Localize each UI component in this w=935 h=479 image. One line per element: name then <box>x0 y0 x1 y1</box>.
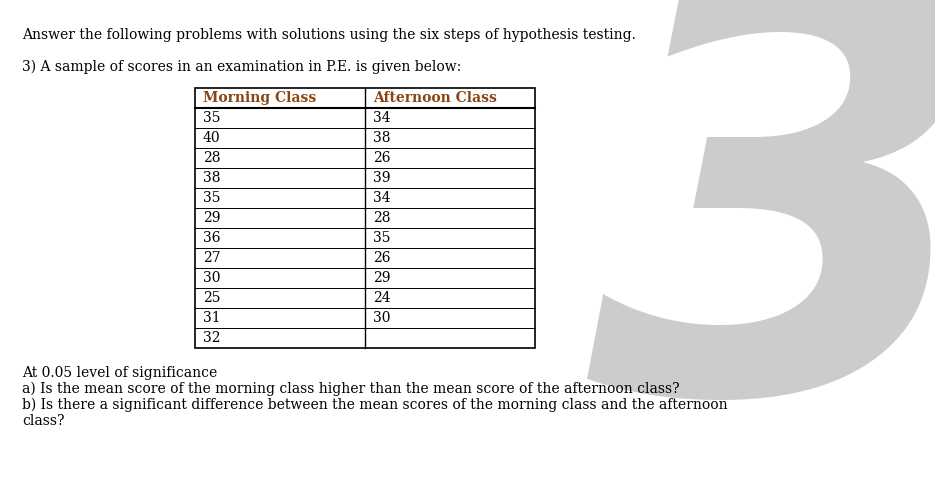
Text: 26: 26 <box>373 251 391 265</box>
Text: 27: 27 <box>203 251 221 265</box>
Text: 24: 24 <box>373 291 391 305</box>
Text: 35: 35 <box>203 191 221 205</box>
Text: At 0.05 level of significance: At 0.05 level of significance <box>22 366 217 380</box>
Text: 30: 30 <box>373 311 391 325</box>
Text: class?: class? <box>22 414 65 428</box>
Text: Answer the following problems with solutions using the six steps of hypothesis t: Answer the following problems with solut… <box>22 28 636 42</box>
Text: a) Is the mean score of the morning class higher than the mean score of the afte: a) Is the mean score of the morning clas… <box>22 382 680 397</box>
Text: 32: 32 <box>203 331 221 345</box>
Bar <box>195 88 535 348</box>
Text: 28: 28 <box>373 211 391 225</box>
Text: 3) A sample of scores in an examination in P.E. is given below:: 3) A sample of scores in an examination … <box>22 60 461 74</box>
Text: 35: 35 <box>203 111 221 125</box>
Text: 34: 34 <box>373 191 391 205</box>
Text: 31: 31 <box>203 311 221 325</box>
Text: 34: 34 <box>373 111 391 125</box>
Text: 40: 40 <box>203 131 221 145</box>
Text: 35: 35 <box>373 231 391 245</box>
Text: 3: 3 <box>587 0 935 479</box>
Text: 29: 29 <box>203 211 221 225</box>
Text: 28: 28 <box>203 151 221 165</box>
Text: 26: 26 <box>373 151 391 165</box>
Text: 25: 25 <box>203 291 221 305</box>
Text: Morning Class: Morning Class <box>203 91 316 105</box>
Text: 38: 38 <box>203 171 221 185</box>
Text: 39: 39 <box>373 171 391 185</box>
Text: Afternoon Class: Afternoon Class <box>373 91 496 105</box>
Text: b) Is there a significant difference between the mean scores of the morning clas: b) Is there a significant difference bet… <box>22 398 727 412</box>
Text: 29: 29 <box>373 271 391 285</box>
Text: 38: 38 <box>373 131 391 145</box>
Text: 36: 36 <box>203 231 221 245</box>
Text: 30: 30 <box>203 271 221 285</box>
